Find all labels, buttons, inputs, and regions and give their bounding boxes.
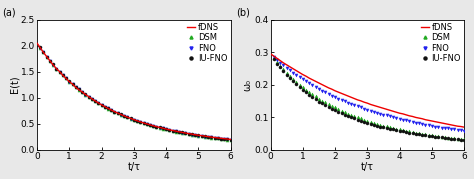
Legend: fDNS, DSM, FNO, IU-FNO: fDNS, DSM, FNO, IU-FNO xyxy=(419,22,462,64)
Legend: fDNS, DSM, FNO, IU-FNO: fDNS, DSM, FNO, IU-FNO xyxy=(186,22,228,64)
Line: DSM: DSM xyxy=(272,57,466,141)
X-axis label: t/τ: t/τ xyxy=(128,162,140,172)
fDNS xyxy=(371,104,377,107)
X-axis label: t/τ: t/τ xyxy=(361,162,374,172)
Y-axis label: E(t): E(t) xyxy=(9,76,19,93)
Text: (b): (b) xyxy=(236,7,249,17)
IU-FNO xyxy=(37,46,43,48)
fDNS xyxy=(79,91,85,93)
FNO xyxy=(326,93,331,95)
fDNS xyxy=(202,135,208,137)
Line: IU-FNO: IU-FNO xyxy=(272,58,466,141)
DSM xyxy=(228,139,234,141)
fDNS xyxy=(137,121,143,123)
Line: FNO: FNO xyxy=(39,46,232,141)
FNO xyxy=(70,83,75,85)
IU-FNO xyxy=(326,106,331,108)
IU-FNO xyxy=(303,91,309,93)
Line: fDNS: fDNS xyxy=(37,43,231,139)
FNO xyxy=(332,96,338,98)
fDNS xyxy=(150,125,156,127)
IU-FNO xyxy=(271,58,277,60)
FNO xyxy=(271,56,277,58)
DSM xyxy=(37,47,43,49)
FNO xyxy=(37,47,43,49)
Y-axis label: ω₀: ω₀ xyxy=(243,79,253,91)
FNO xyxy=(303,80,309,83)
DSM xyxy=(86,96,91,98)
DSM xyxy=(92,100,98,102)
DSM xyxy=(70,83,75,85)
IU-FNO xyxy=(336,111,341,113)
IU-FNO xyxy=(390,128,396,130)
Line: fDNS: fDNS xyxy=(271,54,464,127)
IU-FNO xyxy=(228,139,234,141)
FNO xyxy=(336,98,341,100)
DSM xyxy=(99,104,104,106)
FNO xyxy=(86,96,91,98)
fDNS xyxy=(73,86,79,88)
DSM xyxy=(319,100,325,102)
fDNS xyxy=(461,126,467,128)
DSM xyxy=(271,57,277,59)
IU-FNO xyxy=(319,102,325,105)
DSM xyxy=(102,106,108,108)
Text: (a): (a) xyxy=(2,7,16,17)
DSM xyxy=(390,127,396,129)
fDNS xyxy=(268,53,273,55)
IU-FNO xyxy=(99,104,104,106)
DSM xyxy=(303,88,309,91)
IU-FNO xyxy=(461,139,467,141)
fDNS xyxy=(34,42,40,44)
fDNS xyxy=(228,138,234,141)
Line: IU-FNO: IU-FNO xyxy=(39,46,232,141)
IU-FNO xyxy=(92,100,98,102)
FNO xyxy=(319,90,325,92)
IU-FNO xyxy=(102,105,108,108)
FNO xyxy=(461,130,467,132)
fDNS xyxy=(306,77,312,79)
DSM xyxy=(157,127,163,129)
DSM xyxy=(336,108,341,110)
fDNS xyxy=(436,121,441,123)
DSM xyxy=(326,103,331,105)
FNO xyxy=(390,116,396,118)
fDNS xyxy=(336,91,341,93)
fDNS xyxy=(384,108,390,110)
fDNS xyxy=(102,106,108,108)
IU-FNO xyxy=(86,96,91,98)
FNO xyxy=(102,106,108,108)
Line: FNO: FNO xyxy=(272,55,466,133)
fDNS xyxy=(313,80,319,83)
IU-FNO xyxy=(332,109,338,111)
DSM xyxy=(332,106,338,108)
IU-FNO xyxy=(70,83,75,85)
Line: DSM: DSM xyxy=(39,46,232,141)
FNO xyxy=(228,139,234,141)
FNO xyxy=(157,127,163,129)
DSM xyxy=(461,138,467,140)
FNO xyxy=(92,100,98,102)
IU-FNO xyxy=(157,126,163,129)
FNO xyxy=(99,104,104,106)
